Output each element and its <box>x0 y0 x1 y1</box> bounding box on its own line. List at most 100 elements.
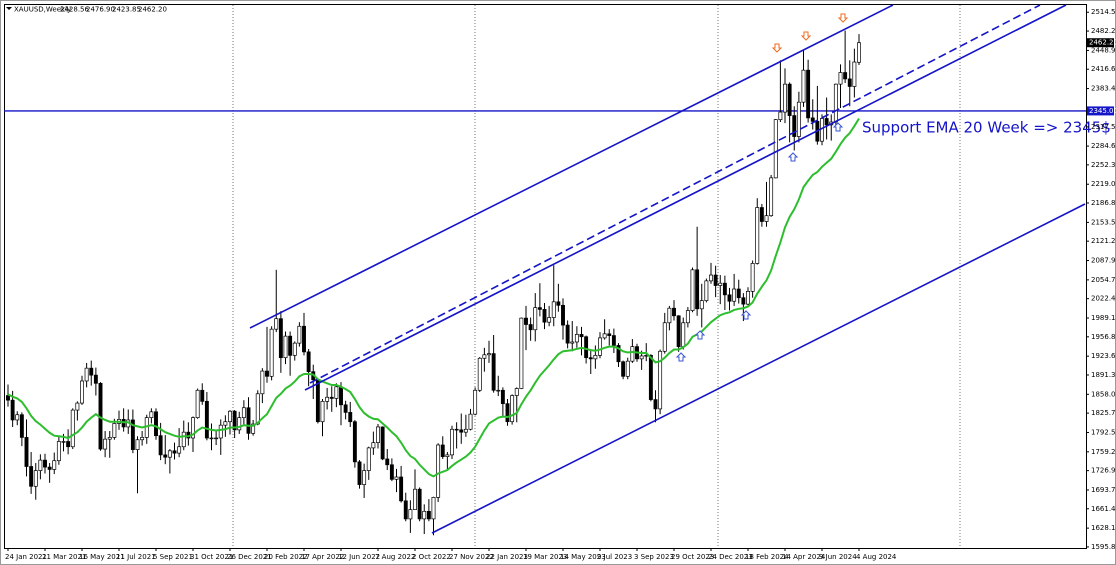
up-arrow <box>787 152 799 162</box>
candle-body <box>320 400 325 423</box>
x-tick-label: 24 Jan 2021 <box>5 553 47 561</box>
x-tick-label: 3 Sep 2023 <box>634 553 674 561</box>
candle-body <box>722 282 727 296</box>
candle-body <box>764 215 769 222</box>
candle-body <box>362 470 367 485</box>
quote-high: 2476.90 <box>86 6 115 14</box>
candle-body <box>639 355 644 360</box>
candle-body <box>487 353 491 356</box>
annotation: Support EMA 20 Week => 2345$ <box>862 119 1111 137</box>
candle-body <box>140 437 145 441</box>
down-arrow <box>800 31 812 41</box>
candle-body <box>810 117 815 122</box>
candle-body <box>19 414 24 438</box>
candle-body <box>246 407 251 434</box>
candle-body <box>653 399 658 410</box>
candle-body <box>135 439 140 450</box>
y-tick-label: 2284.60 <box>1091 142 1116 150</box>
x-tick-label: 18 Feb 2024 <box>745 553 789 561</box>
candle-body <box>177 446 182 454</box>
candle-body <box>565 324 570 344</box>
x-tick-label: 14 May 2023 <box>560 553 606 561</box>
candle-body <box>325 396 330 402</box>
candle-body <box>574 334 579 343</box>
candle-body <box>195 389 200 418</box>
candle-body <box>778 111 783 121</box>
candle-body <box>681 322 686 347</box>
candle-body <box>61 441 66 443</box>
candle-body <box>255 393 260 425</box>
candle-body <box>676 315 681 347</box>
candle-body <box>473 389 478 415</box>
candle-body <box>352 421 357 463</box>
candle-body <box>417 488 422 520</box>
candle-body <box>625 360 630 377</box>
candle-body <box>667 307 672 324</box>
candle-body <box>431 497 436 520</box>
candle-body <box>107 437 112 440</box>
y-tick-label: 2219.05 <box>1091 180 1116 188</box>
x-tick-label: 20 Feb 2022 <box>264 553 308 561</box>
symbol-title: XAUUSD,Weekly <box>14 6 71 14</box>
candle-body <box>699 300 704 310</box>
candle-body <box>251 423 256 434</box>
candle-body <box>556 301 561 306</box>
candle-body <box>283 335 288 359</box>
candle-body <box>38 459 43 471</box>
candle-body <box>736 288 741 299</box>
candle-body <box>89 367 94 376</box>
candle-body <box>533 307 538 331</box>
candle-body <box>218 424 223 439</box>
candle-body <box>787 83 792 116</box>
candle-body <box>292 342 297 356</box>
candle-body <box>265 370 269 377</box>
candle-body <box>329 396 334 399</box>
candle-body <box>84 367 89 382</box>
y-tick-label: 2054.70 <box>1091 276 1116 284</box>
candle-body <box>80 380 84 404</box>
candle-body <box>621 361 626 377</box>
x-tick-label: 27 Nov 2022 <box>449 553 494 561</box>
y-tick-label: 2252.30 <box>1091 161 1116 169</box>
candle-body <box>237 417 242 431</box>
candle-body <box>607 333 612 336</box>
candle-body <box>52 460 57 470</box>
down-arrow <box>837 13 849 23</box>
candle-body <box>500 389 505 405</box>
candle-body <box>200 389 205 402</box>
candle-body <box>843 72 848 80</box>
up-arrow <box>832 122 844 132</box>
y-tick-label: 1825.75 <box>1091 409 1116 417</box>
candle-body <box>376 426 380 444</box>
quote-open: 2428.56 <box>60 6 89 14</box>
candle-body <box>519 317 524 389</box>
channel-middle <box>304 4 1067 391</box>
trend-lines <box>249 4 1086 534</box>
candle-body <box>551 301 556 318</box>
candle-body <box>658 350 663 410</box>
x-tick-label: 26 Dec 2021 <box>227 553 272 561</box>
x-tick-label: 5 Sep 2021 <box>153 553 193 561</box>
y-tick-label: 1693.70 <box>1091 486 1116 494</box>
candle-body <box>611 335 616 346</box>
plot-frame <box>4 4 1087 549</box>
up-arrow <box>675 352 687 362</box>
candle-body <box>357 461 362 485</box>
candle-body <box>440 444 445 457</box>
candle-body <box>852 61 857 87</box>
candle-body <box>598 337 602 356</box>
candle-body <box>833 83 838 123</box>
candle-body <box>584 336 589 359</box>
candle-body <box>315 379 320 423</box>
candle-body <box>260 370 265 395</box>
current-price-box <box>1087 38 1114 48</box>
candle-body <box>468 413 473 430</box>
candle-body <box>394 476 399 480</box>
candle-body <box>616 345 621 363</box>
x-tick-label: 14 Apr 2024 <box>782 553 826 561</box>
y-tick-label: 1858.05 <box>1091 390 1116 398</box>
y-tick-label: 2383.40 <box>1091 85 1116 93</box>
y-tick-label: 1792.50 <box>1091 428 1116 436</box>
y-tick-label: 1923.60 <box>1091 352 1116 360</box>
candle-body <box>773 119 778 179</box>
